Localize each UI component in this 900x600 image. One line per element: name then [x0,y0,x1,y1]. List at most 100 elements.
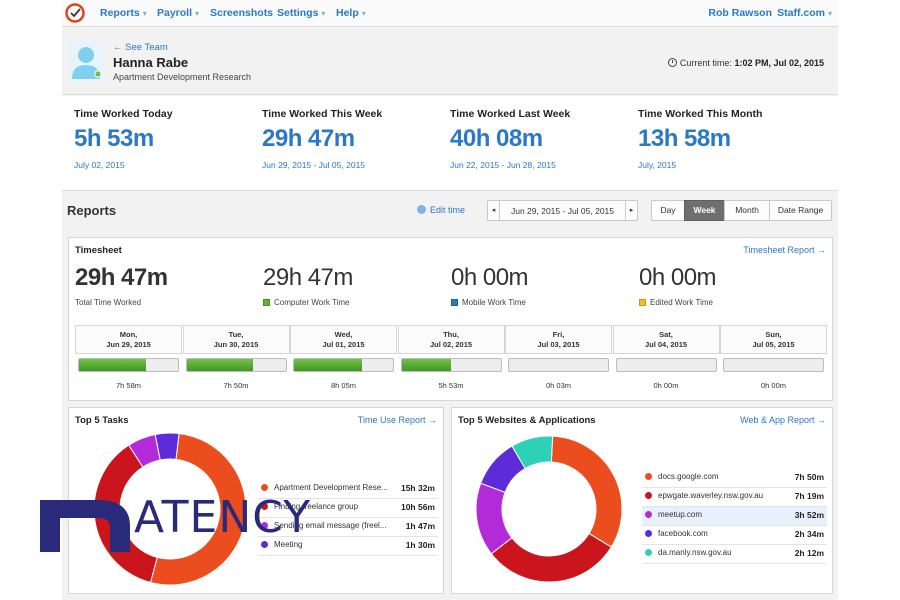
top-websites-panel: Top 5 Websites & Applications Web & App … [451,407,833,594]
legend-item[interactable]: meetup.com 3h 52m [642,507,827,526]
next-week-arrow-icon[interactable]: ▸ [625,201,637,220]
timesheet-report-link[interactable]: Timesheet Report → [743,245,826,255]
employee-name: Hanna Rabe [113,55,189,70]
donut-slice[interactable] [550,435,623,548]
day-time-value: 7h 58m [115,381,142,390]
legend-item[interactable]: Meeting 1h 30m [258,537,438,556]
stat-label: Time Worked This Week [262,108,383,120]
day-time-value: 8h 05m [330,381,357,390]
legend-item-name: Finding freelance group [274,502,359,511]
stat-label: Time Worked This Month [638,108,763,120]
day-header[interactable]: Tue, Jun 30, 2015 [182,325,290,354]
ts-label: Mobile Work Time [451,298,528,307]
legend-item[interactable]: da.manly.nsw.gov.au 2h 12m [642,545,827,564]
nav-settings[interactable]: Settings ▾ [277,7,326,19]
donut-slice[interactable] [93,444,158,584]
day-column: Thu, Jul 02, 2015 5h 53m [397,325,505,393]
nav-user-name[interactable]: Rob Rawson [708,7,772,19]
day-progress-fill [79,359,147,371]
top-tasks-title: Top 5 Tasks [75,415,129,426]
legend-item[interactable]: Apartment Development Rese... 15h 32m [258,480,438,499]
legend-item-value: 15h 32m [400,483,435,493]
ts-label: Edited Work Time [639,298,716,307]
legend-color-dot-icon [645,530,652,537]
legend-item[interactable]: Sending email message (freel... 1h 47m [258,518,438,537]
nav-org-menu[interactable]: Staff.com ▾ [777,7,832,19]
legend-item-name: epwgate.waverley.nsw.gov.au [658,491,764,500]
see-team-link[interactable]: ← See Team [113,42,168,53]
view-month-button[interactable]: Month [724,200,770,221]
day-time-value: 0h 00m [653,381,679,390]
stat-label: Time Worked Today [74,108,173,120]
stat-date[interactable]: Jun 22, 2015 - Jun 28, 2015 [450,160,556,170]
edit-time-link[interactable]: Edit time [417,205,465,215]
chevron-down-icon: ▾ [195,9,200,18]
day-header[interactable]: Mon, Jun 29, 2015 [75,325,182,354]
day-column: Wed, Jul 01, 2015 8h 05m [290,325,397,393]
stat-date[interactable]: July 02, 2015 [74,160,125,170]
time-use-report-link[interactable]: Time Use Report → [357,415,437,425]
ts-value: 0h 00m [451,264,529,291]
legend-item-value: 7h 50m [794,472,824,482]
day-progress-bar [185,358,287,372]
stat-this-month: Time Worked This Month 13h 58m July, 201… [638,108,818,170]
stat-today: Time Worked Today 5h 53m July 02, 2015 [74,108,254,170]
web-app-report-link[interactable]: Web & App Report → [740,415,826,425]
legend-item[interactable]: facebook.com 2h 34m [642,526,827,545]
legend-color-dot-icon [645,473,652,480]
top-navigation: Reports ▾ Payroll ▾ Screenshots Settings ▾ … [62,0,838,27]
donut-slice[interactable] [149,432,247,586]
nav-reports[interactable]: Reports ▾ [100,7,147,19]
view-week-button[interactable]: Week [684,200,725,221]
day-header[interactable]: Sat, Jul 04, 2015 [612,325,720,354]
legend-item-name: Meeting [274,540,303,549]
legend-color-dot-icon [645,511,652,518]
day-header[interactable]: Thu, Jul 02, 2015 [397,325,505,354]
stat-date[interactable]: Jun 29, 2015 - Jul 05, 2015 [262,160,366,170]
day-header[interactable]: Wed, Jul 01, 2015 [290,325,397,354]
summary-stats: Time Worked Today 5h 53m July 02, 2015 T… [62,96,838,191]
prev-week-arrow-icon[interactable]: ◂ [488,201,500,220]
ts-value: 29h 47m [75,264,168,291]
legend-item-value: 7h 19m [794,491,824,501]
day-column: Sat, Jul 04, 2015 0h 00m [612,325,720,393]
profile-header: ← See Team Hanna Rabe Apartment Developm… [62,28,838,95]
reports-toolbar: Reports Edit time ◂ Jun 29, 2015 - Jul 0… [62,192,838,230]
donut-slice[interactable] [511,435,554,470]
day-progress-bar [615,358,717,372]
day-progress-fill [294,359,363,371]
legend-color-dot-icon [645,492,652,499]
stat-date[interactable]: July, 2015 [638,160,677,170]
day-progress-bar [723,358,824,372]
legend-item-value: 1h 47m [405,521,435,531]
legend-item[interactable]: docs.google.com 7h 50m [642,469,827,488]
ts-value: 29h 47m [263,264,353,291]
date-range-navigator: ◂ Jun 29, 2015 - Jul 05, 2015 ▸ [487,200,638,221]
view-day-button[interactable]: Day [651,200,685,221]
legend-color-dot-icon [261,522,268,529]
day-header[interactable]: Sun, Jul 05, 2015 [720,325,827,354]
legend-item[interactable]: Finding freelance group 10h 56m [258,499,438,518]
day-time-value: 0h 03m [545,381,572,390]
date-range-text[interactable]: Jun 29, 2015 - Jul 05, 2015 [510,206,615,216]
day-column: Fri, Jul 03, 2015 0h 03m [505,325,612,393]
day-column: Sun, Jul 05, 2015 0h 00m [720,325,827,393]
clock-logo-icon[interactable] [65,3,85,23]
chevron-down-icon: ▾ [142,9,147,18]
donut-slice[interactable] [490,532,612,583]
mobile-work-time: 0h 00m Mobile Work Time [451,264,529,307]
legend-item-name: Sending email message (freel... [274,521,387,530]
day-header[interactable]: Fri, Jul 03, 2015 [505,325,612,354]
legend-item-value: 10h 56m [400,502,435,512]
nav-help[interactable]: Help ▾ [336,7,366,19]
stat-value: 13h 58m [638,125,731,152]
nav-screenshots[interactable]: Screenshots [210,7,274,19]
day-time-value: 5h 53m [438,381,464,390]
donut-slice[interactable] [154,432,180,461]
legend-item[interactable]: epwgate.waverley.nsw.gov.au 7h 19m [642,488,827,507]
computer-work-time: 29h 47m Computer Work Time [263,264,353,307]
day-time-value: 0h 00m [760,381,787,390]
nav-payroll[interactable]: Payroll ▾ [157,7,200,19]
day-progress-fill [186,359,253,371]
view-date-range-button[interactable]: Date Range [769,200,832,221]
